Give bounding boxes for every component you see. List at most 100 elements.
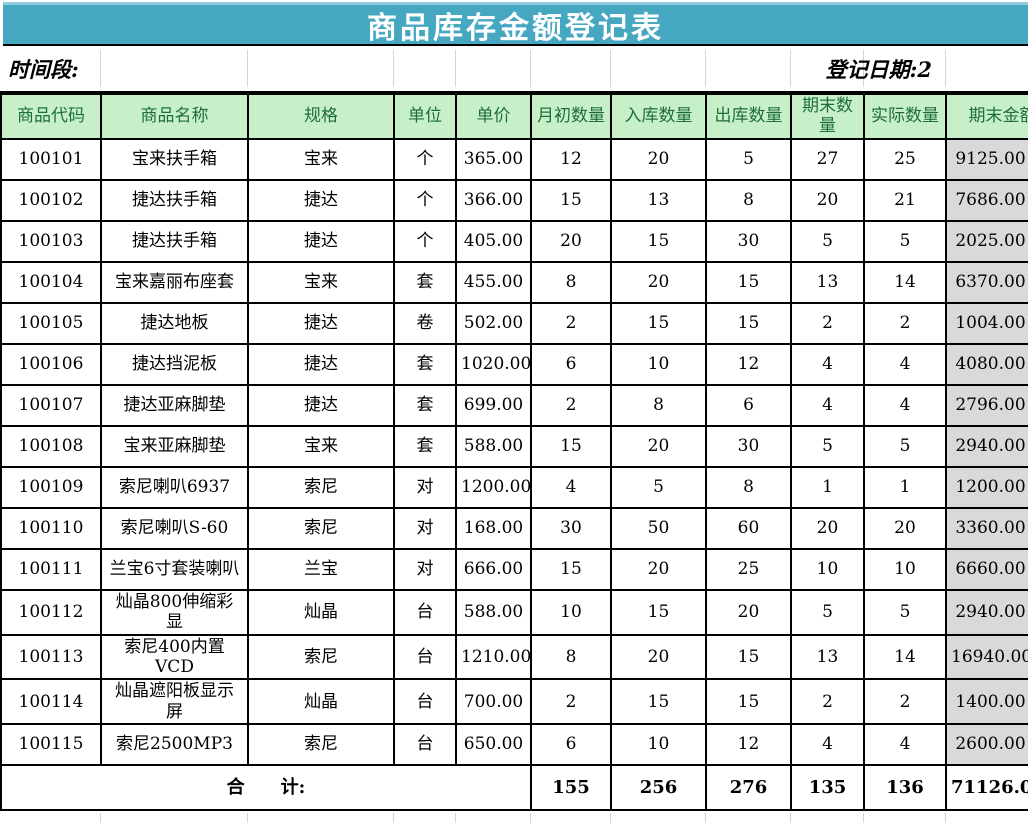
cell-unit[interactable]: 卷 (393, 301, 457, 345)
cell-unit[interactable]: 个 (393, 137, 457, 181)
cell-in-qty[interactable]: 13 (610, 178, 707, 222)
cell-end-amount[interactable]: 4080.00 (945, 342, 1028, 386)
total-end-amount-cell[interactable]: 71126.00 (945, 764, 1028, 812)
col-header-end-qty[interactable]: 期末数量 (790, 93, 865, 140)
cell-in-qty[interactable]: 15 (610, 588, 707, 636)
cell-spec[interactable]: 捷达 (247, 219, 395, 263)
cell-in-qty[interactable]: 20 (610, 633, 707, 681)
cell-spec[interactable]: 兰宝 (247, 547, 395, 591)
cell-end-qty[interactable]: 10 (790, 547, 865, 591)
cell-out-qty[interactable]: 6 (705, 383, 792, 427)
col-header-out-qty[interactable]: 出库数量 (705, 93, 792, 140)
cell-actual-qty[interactable]: 4 (863, 723, 947, 767)
cell-actual-qty[interactable]: 25 (863, 137, 947, 181)
cell-begin-qty[interactable]: 12 (530, 137, 612, 181)
cell-spec[interactable]: 捷达 (247, 178, 395, 222)
cell-actual-qty[interactable]: 5 (863, 424, 947, 468)
cell-product-name[interactable]: 索尼喇叭6937 (100, 465, 249, 509)
cell-actual-qty[interactable]: 2 (863, 301, 947, 345)
cell-product-name[interactable]: 索尼400内置VCD (100, 633, 249, 681)
cell-begin-qty[interactable]: 10 (530, 588, 612, 636)
cell-product-code[interactable]: 100111 (0, 547, 102, 591)
cell-end-amount[interactable]: 1200.00 (945, 465, 1028, 509)
cell-end-qty[interactable]: 4 (790, 383, 865, 427)
cell-spec[interactable]: 索尼 (247, 723, 395, 767)
cell-end-qty[interactable]: 2 (790, 678, 865, 726)
cell-end-qty[interactable]: 4 (790, 723, 865, 767)
col-header-spec[interactable]: 规格 (247, 93, 395, 140)
cell-spec[interactable]: 灿晶 (247, 588, 395, 636)
cell-product-code[interactable]: 100113 (0, 633, 102, 681)
cell-product-code[interactable]: 100108 (0, 424, 102, 468)
cell-product-name[interactable]: 捷达地板 (100, 301, 249, 345)
cell-unit-price[interactable]: 366.00 (455, 178, 532, 222)
cell-end-qty[interactable]: 4 (790, 342, 865, 386)
cell-begin-qty[interactable]: 2 (530, 301, 612, 345)
cell-unit-price[interactable]: 588.00 (455, 424, 532, 468)
cell-out-qty[interactable]: 60 (705, 506, 792, 550)
cell-product-name[interactable]: 灿晶800伸缩彩显 (100, 588, 249, 636)
col-header-end-amount[interactable]: 期末金额 (945, 93, 1028, 140)
cell-spec[interactable]: 捷达 (247, 301, 395, 345)
cell-in-qty[interactable]: 15 (610, 219, 707, 263)
cell-spec[interactable]: 捷达 (247, 383, 395, 427)
cell-product-code[interactable]: 100115 (0, 723, 102, 767)
cell-unit[interactable]: 套 (393, 383, 457, 427)
cell-actual-qty[interactable]: 21 (863, 178, 947, 222)
cell-out-qty[interactable]: 20 (705, 588, 792, 636)
period-label-cell[interactable]: 时间段: (8, 56, 79, 82)
cell-in-qty[interactable]: 20 (610, 137, 707, 181)
cell-out-qty[interactable]: 15 (705, 633, 792, 681)
cell-begin-qty[interactable]: 15 (530, 547, 612, 591)
cell-begin-qty[interactable]: 6 (530, 342, 612, 386)
cell-product-name[interactable]: 宝来嘉丽布座套 (100, 260, 249, 304)
cell-in-qty[interactable]: 8 (610, 383, 707, 427)
cell-product-code[interactable]: 100110 (0, 506, 102, 550)
register-date-cell[interactable]: 登记日期:2 (825, 56, 932, 82)
cell-spec[interactable]: 索尼 (247, 465, 395, 509)
cell-begin-qty[interactable]: 4 (530, 465, 612, 509)
total-end-qty-cell[interactable]: 135 (790, 764, 865, 812)
cell-unit-price[interactable]: 650.00 (455, 723, 532, 767)
cell-end-amount[interactable]: 1400.00 (945, 678, 1028, 726)
cell-unit-price[interactable]: 666.00 (455, 547, 532, 591)
cell-in-qty[interactable]: 50 (610, 506, 707, 550)
cell-unit[interactable]: 台 (393, 633, 457, 681)
cell-out-qty[interactable]: 15 (705, 678, 792, 726)
cell-unit[interactable]: 套 (393, 424, 457, 468)
cell-unit[interactable]: 个 (393, 178, 457, 222)
col-header-product-code[interactable]: 商品代码 (0, 93, 102, 140)
cell-in-qty[interactable]: 15 (610, 301, 707, 345)
cell-begin-qty[interactable]: 15 (530, 178, 612, 222)
cell-in-qty[interactable]: 20 (610, 424, 707, 468)
total-out-qty-cell[interactable]: 276 (705, 764, 792, 812)
cell-spec[interactable]: 索尼 (247, 506, 395, 550)
cell-actual-qty[interactable]: 2 (863, 678, 947, 726)
cell-product-code[interactable]: 100103 (0, 219, 102, 263)
cell-end-amount[interactable]: 6370.00 (945, 260, 1028, 304)
cell-spec[interactable]: 捷达 (247, 342, 395, 386)
cell-product-name[interactable]: 宝来扶手箱 (100, 137, 249, 181)
cell-in-qty[interactable]: 5 (610, 465, 707, 509)
cell-end-amount[interactable]: 2940.00 (945, 424, 1028, 468)
cell-end-qty[interactable]: 5 (790, 588, 865, 636)
cell-actual-qty[interactable]: 4 (863, 383, 947, 427)
cell-end-qty[interactable]: 5 (790, 219, 865, 263)
cell-unit[interactable]: 对 (393, 547, 457, 591)
cell-begin-qty[interactable]: 2 (530, 678, 612, 726)
cell-product-name[interactable]: 捷达扶手箱 (100, 219, 249, 263)
cell-end-amount[interactable]: 2600.00 (945, 723, 1028, 767)
col-header-in-qty[interactable]: 入库数量 (610, 93, 707, 140)
cell-unit-price[interactable]: 1020.00 (455, 342, 532, 386)
cell-actual-qty[interactable]: 5 (863, 588, 947, 636)
cell-product-name[interactable]: 索尼2500MP3 (100, 723, 249, 767)
cell-actual-qty[interactable]: 14 (863, 633, 947, 681)
cell-out-qty[interactable]: 30 (705, 219, 792, 263)
cell-end-amount[interactable]: 6660.00 (945, 547, 1028, 591)
total-label-cell[interactable]: 合 计: (0, 764, 532, 812)
cell-end-qty[interactable]: 27 (790, 137, 865, 181)
cell-end-qty[interactable]: 20 (790, 506, 865, 550)
cell-product-name[interactable]: 宝来亚麻脚垫 (100, 424, 249, 468)
cell-out-qty[interactable]: 30 (705, 424, 792, 468)
cell-product-code[interactable]: 100101 (0, 137, 102, 181)
